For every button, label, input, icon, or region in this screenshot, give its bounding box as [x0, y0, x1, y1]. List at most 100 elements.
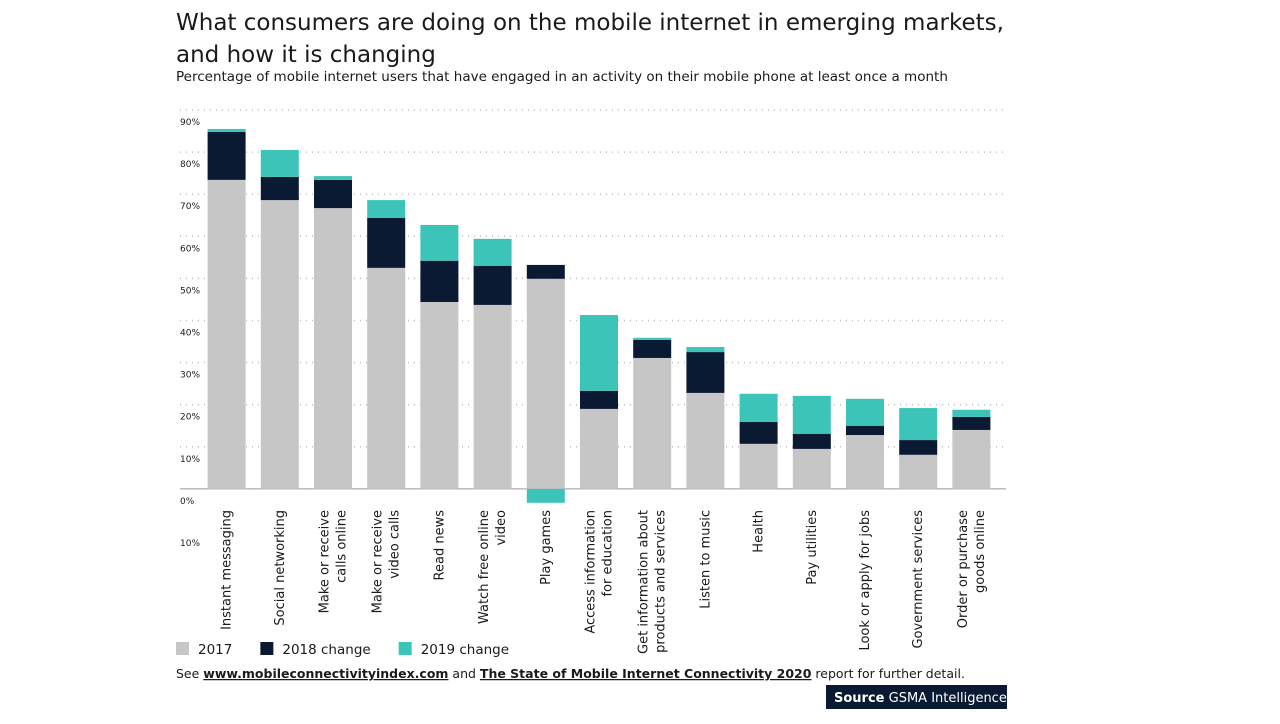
y-tick-label: 50% [180, 286, 200, 296]
x-tick-label-line: Order or purchase [956, 510, 971, 628]
footnote: See www.mobileconnectivityindex.com and … [176, 666, 965, 681]
bar-segment [526, 278, 565, 489]
bar-segment [686, 347, 725, 353]
x-tick-label-line: Make or receive [318, 510, 333, 613]
x-tick-label-line: Pay utilities [805, 510, 820, 585]
bar-segment [952, 416, 991, 430]
bar-segment [739, 421, 778, 444]
bar-segment [846, 435, 884, 489]
x-tick-label: Make or receive video calls [371, 510, 403, 614]
x-tick-label: Read news [432, 510, 447, 581]
bar-segment [207, 179, 246, 489]
source-box [826, 685, 1007, 709]
y-tick-label: 70% [180, 202, 200, 212]
x-tick-label-line: Listen to music [698, 510, 713, 609]
y-tick-label: 90% [180, 118, 200, 128]
x-tick-label-line: calls online [335, 510, 350, 583]
x-tick-label-line: Look or apply for jobs [858, 510, 873, 651]
x-tick-label: Look or apply for jobs [858, 510, 873, 651]
bar-segment [899, 440, 938, 455]
bar-segment [367, 267, 406, 489]
bar-segment [260, 176, 299, 201]
x-tick-label: Listen to music [698, 510, 713, 609]
x-tick-label-line: for education [601, 510, 616, 597]
footnote-text: report for further detail. [811, 666, 964, 681]
chart-title: and how it is changing [176, 42, 436, 68]
bar-segment [526, 264, 565, 279]
bar-segment [420, 260, 459, 302]
x-tick-label-line: Instant messaging [220, 510, 235, 630]
x-tick-label-line: Read news [432, 510, 447, 581]
bar-segment [314, 176, 352, 180]
bar-segment [580, 315, 618, 391]
bar-segment [260, 149, 299, 177]
bar-segment [846, 398, 884, 426]
x-tick-label-line: goods online [973, 510, 988, 593]
bar-segment [207, 131, 246, 180]
bar-segment [739, 393, 778, 422]
bar-segment [526, 488, 565, 503]
x-tick-label: Watch free online video [477, 510, 509, 624]
y-tick-label: 40% [180, 329, 200, 339]
x-tick-label-line: Access information [584, 510, 599, 634]
bar-segment [314, 179, 352, 209]
bar-segment [952, 429, 991, 489]
legend-swatch [260, 642, 274, 655]
x-tick-label: Play games [539, 510, 554, 585]
bar-segment [580, 390, 618, 409]
bar-segment [367, 200, 406, 218]
footnote-link[interactable]: The State of Mobile Internet Connectivit… [480, 666, 812, 681]
bar-segment [633, 339, 672, 358]
bar-segment [367, 217, 406, 268]
bar-segment [792, 395, 831, 434]
y-tick-label: 0% [180, 497, 195, 507]
bar-segment [314, 208, 352, 489]
x-tick-label-line: products and services [654, 510, 669, 653]
bar-segment [580, 408, 618, 489]
x-tick-label: Get information about products and servic… [637, 510, 669, 654]
source: Source GSMA Intelligence [834, 691, 1007, 706]
bar-segment [899, 454, 938, 489]
bar-segment [633, 337, 672, 340]
legend-label: 2017 [198, 642, 232, 658]
x-tick-label-line: Social networking [273, 510, 288, 626]
bar-segment [473, 304, 512, 489]
x-tick-label-line: Get information about [637, 510, 652, 654]
x-tick-label-line: Health [752, 510, 767, 553]
x-tick-label: Government services [911, 510, 926, 649]
x-tick-label-line: Government services [911, 510, 926, 649]
x-tick-label: Pay utilities [805, 510, 820, 585]
bar-segment [739, 443, 778, 489]
x-tick-label: Make or receive calls online [318, 510, 350, 613]
bar-segment [899, 408, 938, 441]
legend-swatch [398, 642, 412, 655]
bar-segment [260, 200, 299, 489]
bar-segment [846, 425, 884, 436]
legend-label: 2018 change [282, 642, 370, 658]
chart-subtitle: Percentage of mobile internet users that… [176, 69, 948, 85]
x-tick-label-line: video [494, 510, 509, 546]
bar-segment [420, 224, 459, 261]
x-tick-label: Instant messaging [220, 510, 235, 630]
bar-segment [473, 238, 512, 266]
footnote-link[interactable]: www.mobileconnectivityindex.com [203, 666, 448, 681]
legend-swatch [176, 642, 189, 655]
bar-segment [420, 301, 459, 489]
footnote-text: and [448, 666, 479, 681]
x-tick-label: Access information for education [584, 510, 616, 634]
bar-segment [792, 448, 831, 489]
source-name: GSMA Intelligence [889, 691, 1007, 706]
y-tick-label: 10% [180, 455, 200, 465]
y-tick-label: 10% [180, 539, 200, 549]
y-tick-label: 60% [180, 244, 200, 254]
bar-segment [686, 352, 725, 393]
bar-segment [473, 265, 512, 305]
bar-segment [952, 409, 991, 417]
bar-segment [792, 433, 831, 449]
y-tick-label: 20% [180, 413, 200, 423]
bar-segment [207, 128, 246, 132]
x-tick-label-line: video calls [388, 510, 403, 579]
footnote-text: See [176, 666, 203, 681]
x-tick-label-line: Make or receive [371, 510, 386, 613]
